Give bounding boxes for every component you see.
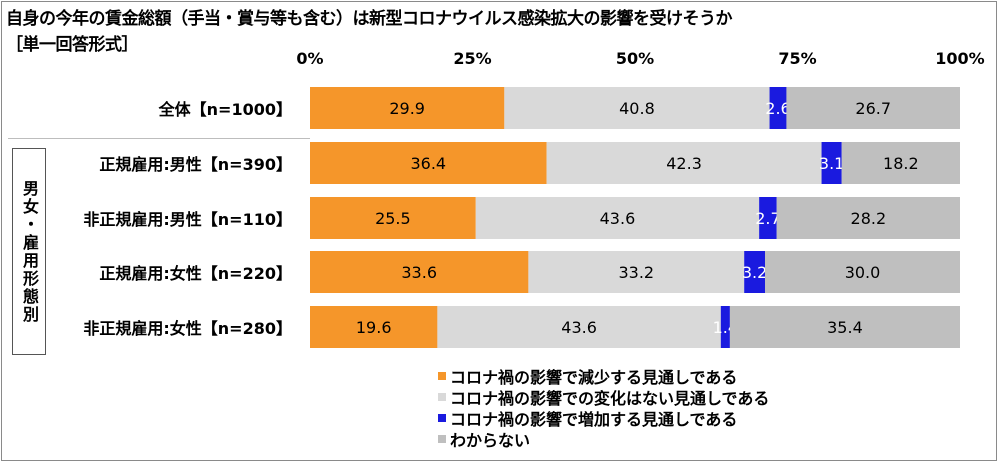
chart-subtitle: ［単一回答形式］ [6,35,139,55]
bar-segment [504,87,770,129]
chart-title: 自身の今年の賃金総額（手当・賞与等も含む）は新型コロナウイルス感染拡大の影響を受… [6,9,733,29]
legend-label: コロナ禍の影響での変化はない見通しである [450,388,770,408]
bar-segment [528,251,745,293]
bar-segment [310,306,438,348]
bar-segment [310,251,529,293]
bar-segment [475,197,760,239]
bar-segment [729,306,960,348]
legend-swatch [438,371,446,380]
bar-segment [720,306,730,348]
legend-swatch [438,413,446,422]
bar-segment [776,197,960,239]
group-label: 男女・雇用形態別 [20,179,39,324]
bar-segment [437,306,721,348]
x-tick-label: 100% [935,49,985,68]
category-label: 正規雇用:男性【n=390】 [99,155,292,174]
legend-item: コロナ禍の影響での変化はない見通しである [438,386,770,408]
group-label-box: 男女・雇用形態別 [12,148,46,355]
data-label: 43.6 [600,209,636,228]
data-label: 19.6 [356,318,392,337]
data-label: 33.2 [618,263,654,282]
bar-segment [841,142,960,184]
x-tick-label: 50% [615,49,655,68]
data-label: 26.7 [855,99,891,118]
legend-item: コロナ禍の影響で減少する見通しである [438,365,769,387]
data-label: 43.6 [561,318,597,337]
legend-label: コロナ禍の影響で減少する見通しである [450,367,738,387]
bar-segment [786,87,960,129]
legend-item: わからない [438,428,769,450]
category-label: 非正規雇用:男性【n=110】 [83,210,292,229]
data-label: 35.4 [827,318,863,337]
data-label: 30.0 [845,263,881,282]
bar-segment [759,197,777,239]
data-label: 33.6 [401,263,437,282]
legend-swatch [438,434,446,443]
bar-segment [821,142,842,184]
bar-segment [765,251,960,293]
bar-segment [310,142,547,184]
data-label: 2.6 [765,99,790,118]
legend: コロナ禍の影響で減少する見通しである コロナ禍の影響での変化はない見通しである コロ… [438,365,770,450]
data-label: 3.2 [742,263,767,282]
category-label: 正規雇用:女性【n=220】 [99,264,292,283]
category-label: 全体【n=1000】 [158,100,292,119]
bar-segment [769,87,787,129]
legend-item: コロナ禍の影響で増加する見通しである [438,407,769,429]
data-label: 3.1 [819,154,844,173]
separator-line [8,138,310,139]
category-label: 非正規雇用:女性【n=280】 [83,319,292,338]
data-label: 25.5 [375,209,411,228]
x-tick-label: 0% [296,49,324,68]
data-label: 2.7 [755,209,780,228]
data-label: 28.2 [851,209,887,228]
bar-segment [744,251,765,293]
bar-segment [310,87,505,129]
bar-segment [310,197,476,239]
legend-label: コロナ禍の影響で増加する見通しである [450,409,738,429]
legend-label: わからない [450,430,531,450]
legend-swatch [438,392,446,401]
data-label: 29.9 [389,99,425,118]
x-tick-label: 25% [453,49,492,68]
data-label: 42.3 [666,154,702,173]
data-label: 36.4 [410,154,446,173]
bar-segment [546,142,822,184]
data-label: 40.8 [619,99,655,118]
data-label: 18.2 [883,154,919,173]
x-tick-label: 75% [778,49,817,68]
